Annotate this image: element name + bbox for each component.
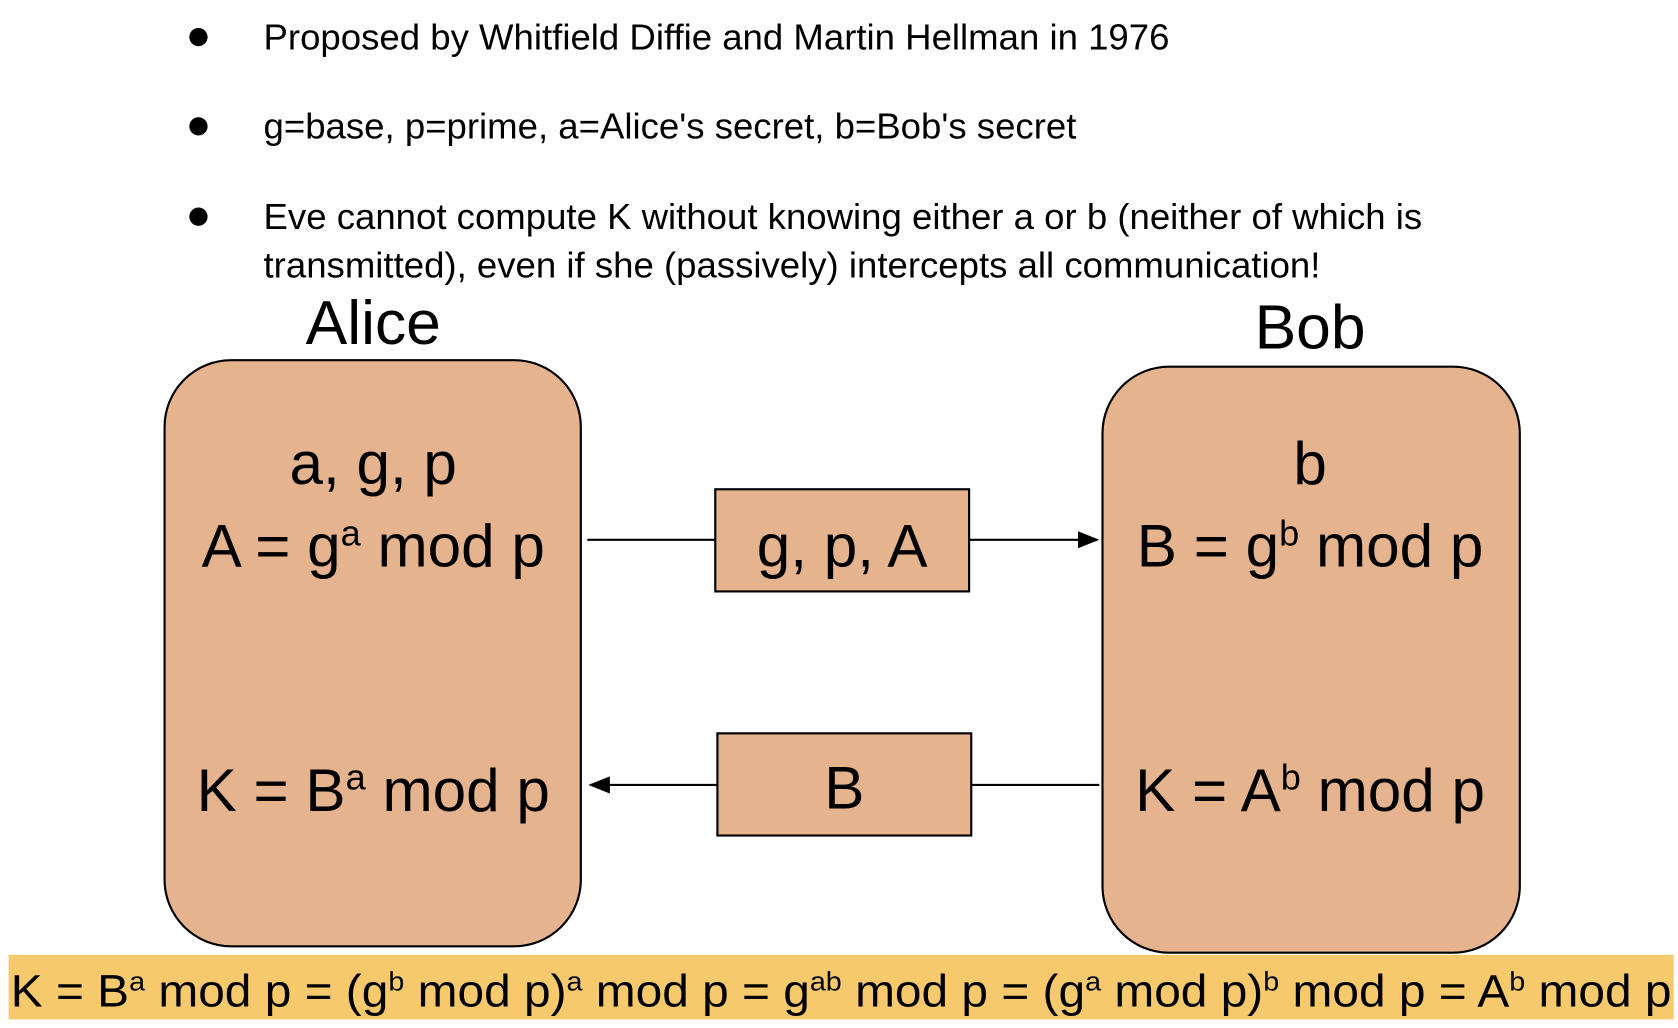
equation: A = ga mod p	[202, 512, 545, 580]
equation-text: mod p	[366, 756, 550, 824]
equation-text: B = g	[1137, 512, 1279, 580]
superscript: b	[1509, 966, 1525, 997]
superscript: b	[1281, 757, 1301, 798]
superscript: b	[1263, 966, 1279, 997]
bullet: g=base, p=prime, a=Alice's secret, b=Bob…	[189, 103, 1555, 151]
equation-text: A = g	[202, 512, 341, 580]
bullet: Proposed by Whitfield Diffie and Martin …	[189, 14, 1555, 62]
message-box	[714, 488, 971, 593]
party-name: Alice	[306, 289, 441, 358]
alice-box	[163, 359, 582, 948]
equation-text: mod p = A	[1279, 965, 1510, 1016]
equation-text: mod p	[1299, 512, 1483, 580]
superscript: a	[129, 966, 146, 997]
superscript: a	[567, 966, 584, 997]
superscript: a	[341, 513, 362, 554]
party-name: Bob	[1255, 293, 1366, 362]
equation: K = Ab mod p	[1135, 756, 1485, 824]
superscript: ab	[810, 966, 842, 997]
superscript: a	[346, 757, 367, 798]
equation-text: a, g, p	[290, 429, 457, 497]
equation-text: mod p = g	[582, 965, 809, 1016]
bullet: Eve cannot compute K without knowing eit…	[189, 194, 1555, 291]
equation-text: mod p = (g	[145, 965, 388, 1016]
superscript: b	[388, 966, 404, 997]
equation-text: K = B	[11, 965, 129, 1016]
equation-text: mod p)	[404, 965, 566, 1016]
equation-text: mod p	[1301, 756, 1485, 824]
result-bar	[8, 954, 1674, 1020]
equation-text: mod p	[1525, 965, 1671, 1016]
equation-text: mod p)	[1101, 965, 1263, 1016]
equation: K = Ba mod p	[197, 756, 550, 824]
equation-text: mod p = (g	[842, 965, 1085, 1016]
message-box	[716, 732, 973, 837]
message-label: B	[824, 754, 864, 822]
equation: a, g, p	[290, 429, 457, 497]
equation-text: K = A	[1135, 756, 1281, 824]
equation-text: K = B	[197, 756, 346, 824]
message-label: g, p, A	[757, 512, 929, 580]
equation-text: mod p	[361, 512, 545, 580]
equation: B = gb mod p	[1137, 512, 1484, 580]
equation-text: b	[1293, 429, 1327, 497]
superscript: a	[1085, 966, 1102, 997]
superscript: b	[1279, 513, 1299, 554]
equation: b	[1293, 429, 1327, 497]
bob-box	[1101, 365, 1521, 954]
